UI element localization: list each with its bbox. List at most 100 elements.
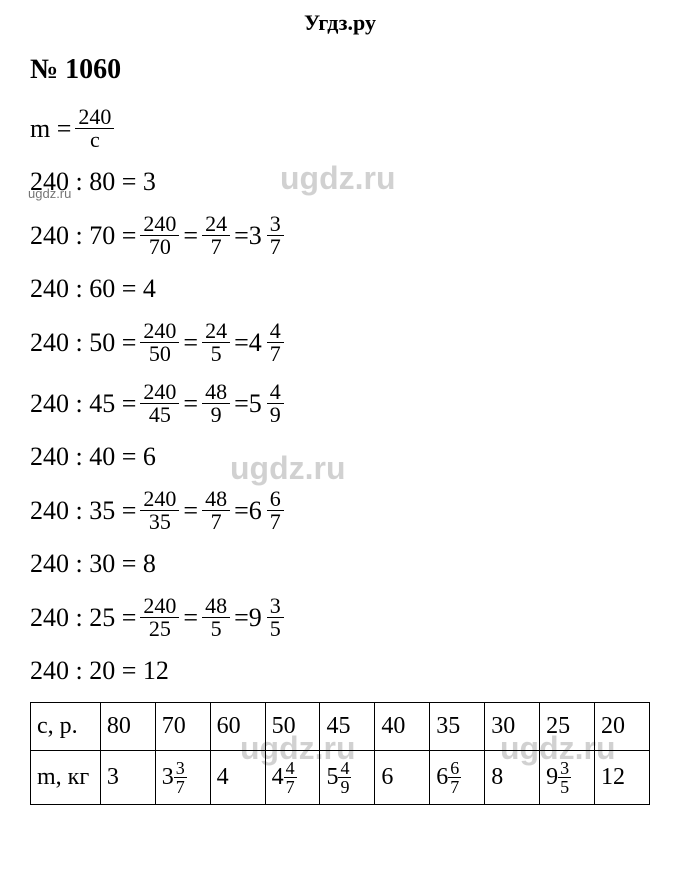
- mixed-number: 447: [272, 759, 297, 796]
- table-cell: 70: [155, 703, 210, 751]
- numerator: 4: [338, 759, 351, 778]
- result-table: c, р. 80706050454035302520 m, кг 3337444…: [30, 702, 650, 805]
- table-cell: 447: [265, 751, 320, 805]
- calc-line: 240 : 30 = 8: [30, 549, 650, 579]
- denominator: 5: [208, 343, 225, 365]
- calc-expr: 240 : 60 = 4: [30, 274, 156, 304]
- table-cell: 30: [485, 703, 540, 751]
- table-cell: 935: [540, 751, 595, 805]
- whole-part: 5: [326, 764, 338, 791]
- mixed-number: 549: [326, 759, 351, 796]
- table-cell: 35: [430, 703, 485, 751]
- fraction-part: 37: [174, 759, 187, 796]
- whole-part: 4: [249, 328, 262, 358]
- denominator: 7: [208, 511, 225, 533]
- calc-prefix: 240 : 70 =: [30, 221, 136, 251]
- calc-line: 240 : 35 = 24035 = 487 = 667: [30, 488, 650, 533]
- fraction-part: 67: [448, 759, 461, 796]
- fraction: 247: [202, 213, 230, 258]
- equals: =: [183, 221, 198, 251]
- denominator: 7: [267, 236, 284, 258]
- numerator: 24: [202, 320, 230, 343]
- calc-prefix: 240 : 35 =: [30, 496, 136, 526]
- numerator: 240: [140, 595, 179, 618]
- denominator: 9: [338, 778, 351, 796]
- denominator: 45: [146, 404, 174, 426]
- denominator: 9: [267, 404, 284, 426]
- fraction-part: 35: [558, 759, 571, 796]
- fraction: 24035: [140, 488, 179, 533]
- whole-part: 3: [162, 764, 174, 791]
- calc-expr: 240 : 20 = 12: [30, 656, 169, 686]
- numerator: 3: [174, 759, 187, 778]
- denominator: 7: [174, 778, 187, 796]
- mixed-number: 447: [249, 320, 288, 365]
- numerator: 240: [140, 381, 179, 404]
- calc-line: 240 : 25 = 24025 = 485 = 935: [30, 595, 650, 640]
- denominator: 5: [267, 618, 284, 640]
- denominator: 70: [146, 236, 174, 258]
- formula-denominator: c: [87, 129, 103, 151]
- table-cell: 20: [595, 703, 650, 751]
- fraction: 487: [202, 488, 230, 533]
- equals: =: [234, 221, 249, 251]
- whole-part: 4: [272, 764, 284, 791]
- whole-part: 9: [546, 764, 558, 791]
- equals: =: [183, 328, 198, 358]
- table-cell: 3: [100, 751, 155, 805]
- fraction-part: 35: [267, 595, 284, 640]
- formula-line: m = 240 c: [30, 106, 650, 151]
- table-cell: 667: [430, 751, 485, 805]
- table-cell: 549: [320, 751, 375, 805]
- fraction-part: 47: [267, 320, 284, 365]
- calc-line: 240 : 40 = 6: [30, 442, 650, 472]
- calc-prefix: 240 : 45 =: [30, 389, 136, 419]
- denominator: 7: [267, 343, 284, 365]
- table-row: c, р. 80706050454035302520: [31, 703, 650, 751]
- formula-fraction: 240 c: [75, 106, 114, 151]
- formula-lhs: m =: [30, 114, 71, 144]
- numerator: 24: [202, 213, 230, 236]
- whole-part: 6: [436, 764, 448, 791]
- table-cell: 40: [375, 703, 430, 751]
- fraction-part: 47: [284, 759, 297, 796]
- numerator: 240: [140, 320, 179, 343]
- equals: =: [183, 389, 198, 419]
- equals: =: [234, 603, 249, 633]
- site-header: Угдз.ру: [30, 10, 650, 36]
- table-cell: 12: [595, 751, 650, 805]
- fraction-part: 67: [267, 488, 284, 533]
- mixed-number: 667: [249, 488, 288, 533]
- calc-expr: 240 : 80 = 3: [30, 167, 156, 197]
- numerator: 4: [284, 759, 297, 778]
- whole-part: 5: [249, 389, 262, 419]
- numerator: 48: [202, 488, 230, 511]
- denominator: 25: [146, 618, 174, 640]
- problem-number: № 1060: [30, 54, 650, 86]
- table-cell: 50: [265, 703, 320, 751]
- fraction: 489: [202, 381, 230, 426]
- formula-numerator: 240: [75, 106, 114, 129]
- table-cell: 25: [540, 703, 595, 751]
- row1-label: c, р.: [31, 703, 101, 751]
- mixed-number: 935: [546, 759, 571, 796]
- numerator: 6: [267, 488, 284, 511]
- fraction: 24025: [140, 595, 179, 640]
- denominator: 5: [558, 778, 571, 796]
- fraction: 24050: [140, 320, 179, 365]
- fraction: 485: [202, 595, 230, 640]
- denominator: 7: [208, 236, 225, 258]
- numerator: 48: [202, 595, 230, 618]
- row2-label: m, кг: [31, 751, 101, 805]
- calc-line: 240 : 80 = 3: [30, 167, 650, 197]
- equals: =: [234, 496, 249, 526]
- numerator: 3: [558, 759, 571, 778]
- mixed-number: 935: [249, 595, 288, 640]
- denominator: 7: [448, 778, 461, 796]
- calc-expr: 240 : 40 = 6: [30, 442, 156, 472]
- whole-part: 6: [249, 496, 262, 526]
- equals: =: [183, 496, 198, 526]
- table-cell: 337: [155, 751, 210, 805]
- mixed-number: 337: [162, 759, 187, 796]
- table-cell: 80: [100, 703, 155, 751]
